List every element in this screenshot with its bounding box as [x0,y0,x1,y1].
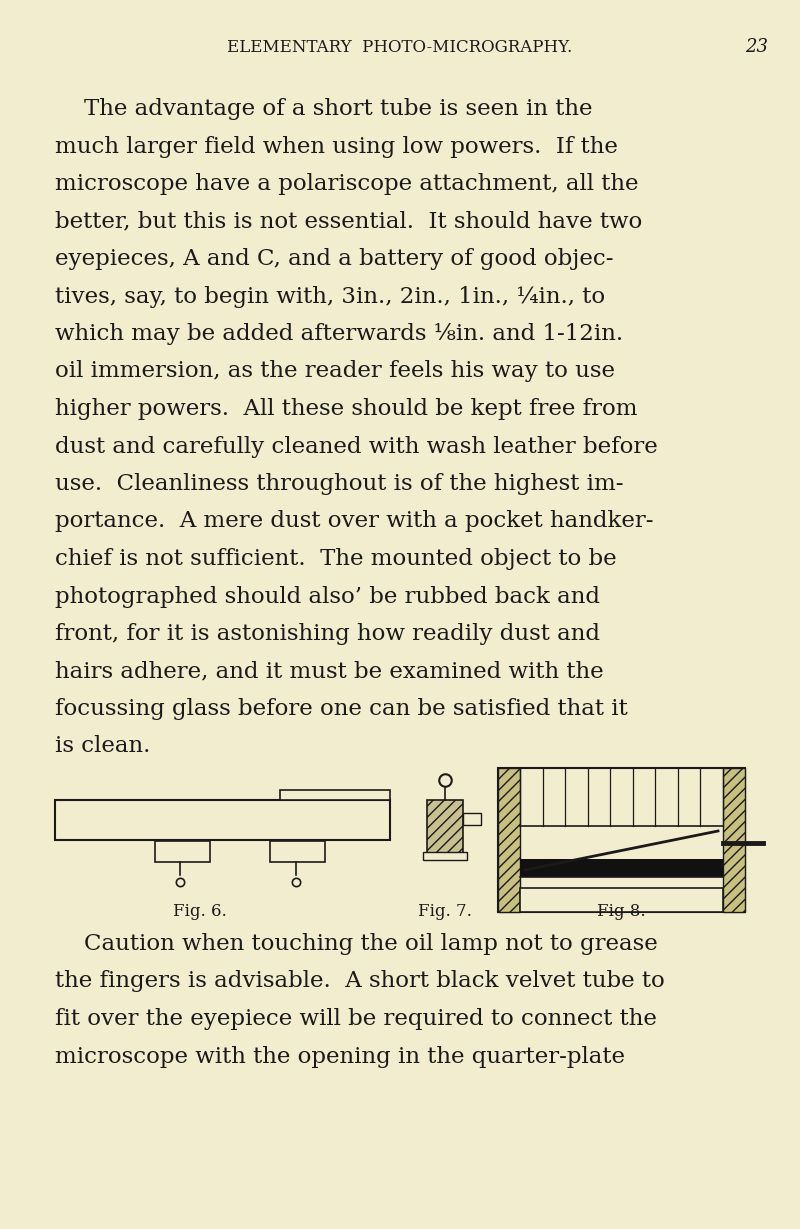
Text: the fingers is advisable.  A short black velvet tube to: the fingers is advisable. A short black … [55,971,665,993]
Bar [498,768,745,912]
Text: microscope have a polariscope attachment, all the: microscope have a polariscope attachment… [55,173,638,195]
Bar [270,841,325,862]
Text: photographed should also’ be rubbed back and: photographed should also’ be rubbed back… [55,585,600,607]
Bar [427,800,463,855]
Text: Fig. 7.: Fig. 7. [418,903,472,921]
Text: tives, say, to begin with, 3in., 2in., 1in., ¼in., to: tives, say, to begin with, 3in., 2in., 1… [55,285,605,307]
Text: chief is not sufficient.  The mounted object to be: chief is not sufficient. The mounted obj… [55,548,617,570]
Text: use.  Cleanliness throughout is of the highest im-: use. Cleanliness throughout is of the hi… [55,473,623,495]
Text: focussing glass before one can be satisfied that it: focussing glass before one can be satisf… [55,698,628,720]
Text: much larger field when using low powers.  If the: much larger field when using low powers.… [55,135,618,157]
Text: dust and carefully cleaned with wash leather before: dust and carefully cleaned with wash lea… [55,435,658,457]
Text: oil immersion, as the reader feels his way to use: oil immersion, as the reader feels his w… [55,360,615,382]
Text: hairs adhere, and it must be examined with the: hairs adhere, and it must be examined wi… [55,660,604,682]
Text: eyepieces, A and C, and a battery of good objec-: eyepieces, A and C, and a battery of goo… [55,248,614,270]
Bar [498,768,520,912]
Text: Fig. 6.: Fig. 6. [173,903,227,921]
Bar [155,841,210,862]
Text: microscope with the opening in the quarter-plate: microscope with the opening in the quart… [55,1046,625,1068]
Text: portance.  A mere dust over with a pocket handker-: portance. A mere dust over with a pocket… [55,510,654,532]
Bar [520,859,723,878]
Text: which may be added afterwards ⅛in. and 1-12in.: which may be added afterwards ⅛in. and 1… [55,323,623,345]
Bar [463,814,481,825]
Bar [723,768,745,912]
Bar [520,889,723,912]
Text: The advantage of a short tube is seen in the: The advantage of a short tube is seen in… [55,98,593,120]
Text: 23: 23 [745,38,768,57]
Text: fit over the eyepiece will be required to connect the: fit over the eyepiece will be required t… [55,1008,657,1030]
Text: ELEMENTARY  PHOTO-MICROGRAPHY.: ELEMENTARY PHOTO-MICROGRAPHY. [227,39,573,57]
Text: Fig 8.: Fig 8. [597,903,646,921]
Text: front, for it is astonishing how readily dust and: front, for it is astonishing how readily… [55,623,600,645]
Text: better, but this is not essential.  It should have two: better, but this is not essential. It sh… [55,210,642,232]
Bar [423,852,467,860]
Text: Caution when touching the oil lamp not to grease: Caution when touching the oil lamp not t… [55,933,658,955]
Bar [280,790,390,800]
Text: is clean.: is clean. [55,735,150,757]
Bar [55,800,390,839]
Text: higher powers.  All these should be kept free from: higher powers. All these should be kept … [55,398,638,420]
